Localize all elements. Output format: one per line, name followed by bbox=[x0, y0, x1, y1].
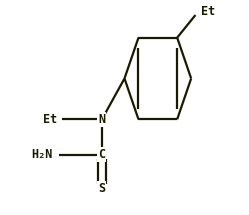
Text: C: C bbox=[98, 148, 106, 161]
Text: S: S bbox=[98, 182, 106, 195]
Text: Et: Et bbox=[43, 113, 57, 126]
Text: Et: Et bbox=[201, 5, 215, 18]
Text: H₂N: H₂N bbox=[31, 148, 53, 161]
Text: N: N bbox=[98, 113, 106, 126]
